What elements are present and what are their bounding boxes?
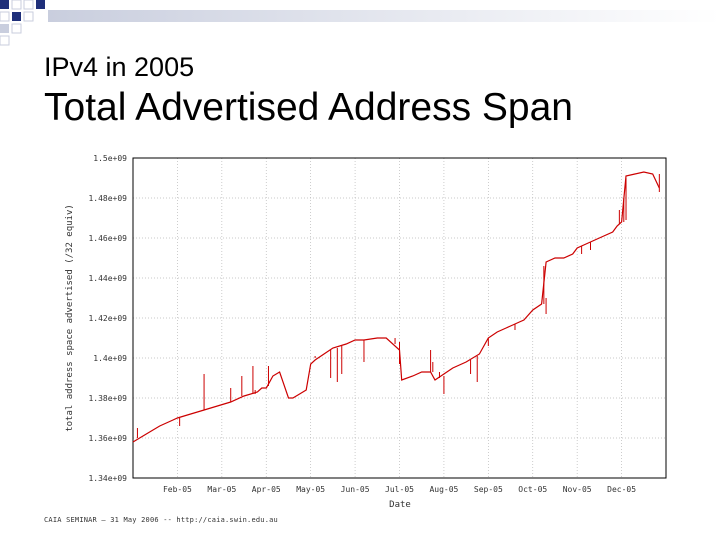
- series-line: [132, 171, 660, 443]
- slide-subtitle: IPv4 in 2005: [44, 52, 195, 82]
- deco-square: [0, 24, 9, 33]
- deco-square: [11, 23, 22, 34]
- x-tick-label: Apr-05: [252, 485, 281, 494]
- y-tick-label: 1.48e+09: [88, 194, 127, 203]
- x-tick-label: Aug-05: [429, 485, 458, 494]
- x-tick-label: Dec-05: [607, 485, 636, 494]
- address-span-chart: 1.34e+09 1.36e+09 1.38e+09 1.4e+09 1.42e+09 1…: [65, 154, 667, 510]
- deco-square: [0, 0, 9, 9]
- x-tick-label: Jul-05: [385, 485, 414, 494]
- deco-square: [0, 11, 10, 22]
- slide-corner-decoration: [0, 0, 720, 46]
- y-tick-label: 1.5e+09: [93, 154, 127, 163]
- deco-square: [36, 0, 45, 9]
- deco-square: [11, 0, 22, 10]
- y-axis-ticks: 1.34e+09 1.36e+09 1.38e+09 1.4e+09 1.42e+09 1…: [88, 154, 127, 483]
- x-tick-label: Sep-05: [474, 485, 503, 494]
- deco-square: [0, 35, 10, 46]
- y-tick-label: 1.46e+09: [88, 234, 127, 243]
- y-tick-label: 1.44e+09: [88, 274, 127, 283]
- y-tick-label: 1.42e+09: [88, 314, 127, 323]
- x-axis-label: Date: [389, 500, 411, 510]
- y-tick-label: 1.4e+09: [93, 354, 127, 363]
- slide-title: Total Advertised Address Span: [44, 86, 573, 129]
- y-axis-label: total address space advertised (/32 equi…: [65, 204, 75, 432]
- header-gradient-bar: [48, 10, 720, 22]
- series-spikes: [136, 174, 660, 438]
- x-axis-ticks: Feb-05 Mar-05 Apr-05 May-05 Jun-05 Jul-05 Aug-…: [163, 485, 636, 494]
- y-tick-label: 1.34e+09: [88, 474, 127, 483]
- x-tick-label: Feb-05: [163, 485, 192, 494]
- slide-footer: CAIA SEMINAR – 31 May 2006 -- http://cai…: [44, 516, 278, 524]
- x-tick-label: Jun-05: [341, 485, 370, 494]
- deco-square: [23, 0, 34, 10]
- chart-grid: [133, 157, 666, 479]
- deco-square: [23, 11, 34, 22]
- x-tick-label: Nov-05: [563, 485, 592, 494]
- y-tick-label: 1.36e+09: [88, 434, 127, 443]
- x-tick-label: Mar-05: [207, 485, 236, 494]
- deco-square: [12, 12, 21, 21]
- x-tick-label: May-05: [296, 485, 325, 494]
- plot-frame: [132, 157, 667, 479]
- x-tick-label: Oct-05: [518, 485, 547, 494]
- y-tick-label: 1.38e+09: [88, 394, 127, 403]
